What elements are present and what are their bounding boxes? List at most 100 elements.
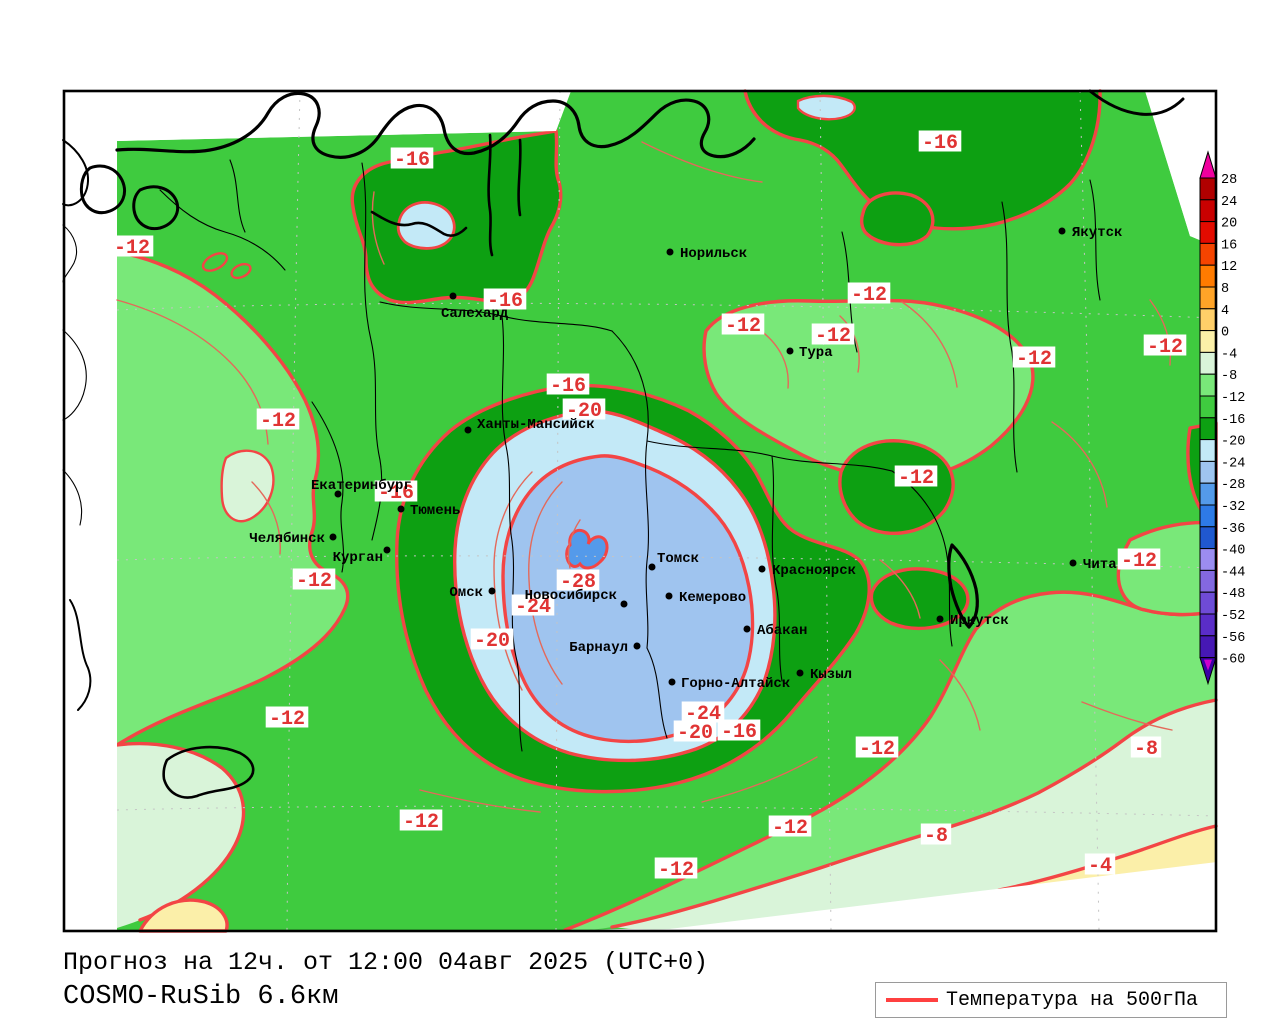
city-dot bbox=[787, 348, 794, 355]
city-dot bbox=[330, 534, 337, 541]
contour-label: -12 bbox=[260, 410, 296, 433]
city-label: Иркутск bbox=[950, 613, 1009, 629]
colorbar-cell bbox=[1200, 374, 1216, 396]
city-dot bbox=[621, 601, 628, 608]
city-label: Кемерово bbox=[679, 590, 746, 606]
colorbar-cell bbox=[1200, 243, 1216, 265]
contour-label: -12 bbox=[296, 570, 332, 593]
colorbar-tick-label: 16 bbox=[1221, 238, 1237, 253]
colorbar-tick-label: 24 bbox=[1221, 195, 1237, 210]
colorbar-tick-label: 20 bbox=[1221, 217, 1237, 232]
contour-label: -12 bbox=[1147, 336, 1183, 359]
colorbar-tick-label: 4 bbox=[1221, 304, 1229, 319]
city-label: Чита bbox=[1083, 557, 1117, 573]
colorbar-tick-label: -60 bbox=[1221, 653, 1245, 668]
contour-label: -12 bbox=[1016, 348, 1052, 371]
city-label: Салехард bbox=[441, 306, 509, 322]
contour-label: -12 bbox=[403, 811, 439, 834]
city-dot bbox=[744, 626, 751, 633]
city-label: Челябинск bbox=[249, 531, 325, 547]
city-dot bbox=[465, 427, 472, 434]
contour-label: -12 bbox=[1121, 550, 1157, 573]
city-label: Якутск bbox=[1072, 225, 1122, 241]
contour-label: -8 bbox=[1134, 738, 1158, 761]
colorbar-tick-label: -44 bbox=[1221, 565, 1245, 580]
colorbar-cell bbox=[1200, 418, 1216, 440]
city-dot bbox=[384, 547, 391, 554]
colorbar-tick-label: 28 bbox=[1221, 173, 1237, 188]
city-label: Омск bbox=[449, 585, 483, 601]
colorbar-tick-label: -36 bbox=[1221, 522, 1245, 537]
colorbar-tick-label: -24 bbox=[1221, 456, 1245, 471]
contour-label: -8 bbox=[924, 825, 948, 848]
colorbar-cell bbox=[1200, 309, 1216, 331]
contour-label: -12 bbox=[114, 237, 150, 260]
colorbar-cell bbox=[1200, 461, 1216, 483]
city-dot bbox=[937, 616, 944, 623]
colorbar-tick-label: 8 bbox=[1221, 282, 1229, 297]
legend-label: Температура на 500гПа bbox=[946, 989, 1198, 1012]
colorbar-tick-label: -56 bbox=[1221, 631, 1245, 646]
city-label: Горно-Алтайск bbox=[681, 676, 790, 692]
colorbar-cell bbox=[1200, 636, 1216, 658]
contour-label: -16 bbox=[721, 721, 757, 744]
colorbar-cell bbox=[1200, 440, 1216, 462]
contour-label: -4 bbox=[1088, 855, 1112, 878]
colorbar-cell bbox=[1200, 527, 1216, 549]
weather-map-page: 00:00 05авг 2025 (UTC+0): Температура на… bbox=[0, 0, 1280, 1024]
colorbar-tick-label: -12 bbox=[1221, 391, 1245, 406]
colorbar-tick-label: -20 bbox=[1221, 435, 1245, 450]
colorbar-cell bbox=[1200, 549, 1216, 571]
contour-label: -16 bbox=[922, 132, 958, 155]
colorbar-cell bbox=[1200, 614, 1216, 636]
city-dot bbox=[1070, 560, 1077, 567]
colorbar-cell bbox=[1200, 505, 1216, 527]
colorbar-tick-label: -40 bbox=[1221, 544, 1245, 559]
contour-label: -12 bbox=[772, 817, 808, 840]
colorbar-cell bbox=[1200, 331, 1216, 353]
contour-label: -12 bbox=[725, 315, 761, 338]
city-label: Кызыл bbox=[810, 667, 852, 683]
colorbar-tick-label: 12 bbox=[1221, 260, 1237, 275]
contour-label: -12 bbox=[851, 284, 887, 307]
city-label: Новосибирск bbox=[525, 588, 617, 604]
city-label: Тюмень bbox=[410, 503, 460, 519]
isotherm-regions bbox=[117, 91, 1216, 931]
region-ne-notch--20 bbox=[798, 96, 855, 119]
city-dot bbox=[797, 670, 804, 677]
region-ne-blob--16 bbox=[862, 193, 933, 245]
city-dot bbox=[489, 588, 496, 595]
colorbar-tick-label: -16 bbox=[1221, 413, 1245, 428]
city-label: Курган bbox=[333, 550, 383, 566]
city-dot bbox=[634, 643, 641, 650]
legend: Температура на 500гПа bbox=[875, 982, 1227, 1018]
contour-label: -12 bbox=[898, 467, 934, 490]
contour-label: -12 bbox=[269, 708, 305, 731]
colorbar-tick-label: -52 bbox=[1221, 609, 1245, 624]
city-label: Абакан bbox=[757, 623, 807, 639]
model-info: COSMO-RuSib 6.6км bbox=[63, 982, 338, 1012]
city-label: Ханты-Мансийск bbox=[477, 417, 595, 433]
colorbar-tick-label: -32 bbox=[1221, 500, 1245, 515]
contour-label: -16 bbox=[550, 375, 586, 398]
city-dot bbox=[759, 566, 766, 573]
contour-label: -12 bbox=[658, 859, 694, 882]
city-dot bbox=[450, 293, 457, 300]
legend-line-swatch bbox=[886, 998, 938, 1002]
contour-label: -20 bbox=[677, 722, 713, 745]
contour-label: -12 bbox=[859, 738, 895, 761]
colorbar-cell bbox=[1200, 396, 1216, 418]
forecast-info: Прогноз на 12ч. от 12:00 04авг 2025 (UTC… bbox=[63, 948, 708, 977]
city-label: Екатеринбург bbox=[311, 478, 412, 494]
colorbar-cell bbox=[1200, 265, 1216, 287]
city-dot bbox=[649, 564, 656, 571]
colorbar-tick-label: -8 bbox=[1221, 369, 1237, 384]
region-core--28 bbox=[567, 530, 607, 568]
colorbar-tick-label: -28 bbox=[1221, 478, 1245, 493]
colorbar-cell bbox=[1200, 178, 1216, 200]
city-dot bbox=[666, 593, 673, 600]
city-dot bbox=[398, 506, 405, 513]
colorbar-cell bbox=[1200, 592, 1216, 614]
city-label: Томск bbox=[657, 551, 699, 567]
colorbar-tick-label: 0 bbox=[1221, 326, 1229, 341]
